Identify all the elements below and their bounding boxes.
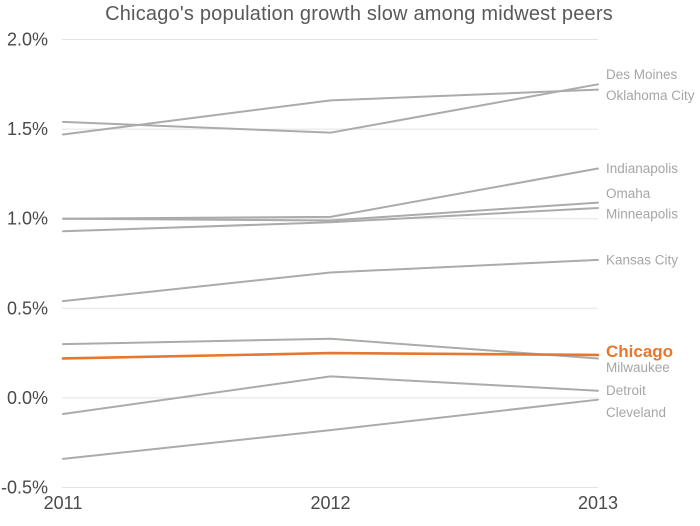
- y-tick-label: 1.0%: [7, 209, 48, 229]
- series-label-cleveland: Cleveland: [606, 405, 666, 420]
- y-tick-label: -0.5%: [1, 478, 48, 498]
- series-line-milwaukee: [62, 337, 599, 360]
- series-label-minneapolis: Minneapolis: [606, 206, 678, 221]
- series-label-indianapolis: Indianapolis: [606, 161, 678, 176]
- series-label-omaha: Omaha: [606, 186, 651, 201]
- y-tick-label: 1.5%: [7, 119, 48, 139]
- x-tick-label: 2012: [310, 493, 350, 513]
- y-tick-label: 0.5%: [7, 298, 48, 318]
- x-tick-label: 2011: [44, 493, 83, 513]
- chart-title: Chicago's population growth slow among m…: [105, 3, 613, 25]
- series-line-detroit: [62, 375, 599, 416]
- series-label-oklahoma-city: Oklahoma City: [606, 88, 695, 103]
- series-line-oklahoma-city: [62, 88, 599, 136]
- series-label-chicago: Chicago: [606, 342, 673, 361]
- series-line-chicago: [61, 351, 600, 360]
- series-line-kansas-city: [62, 258, 599, 303]
- series-line-minneapolis: [62, 206, 599, 233]
- series-label-des-moines: Des Moines: [606, 67, 678, 82]
- x-tick-label: 2013: [578, 493, 618, 513]
- y-tick-label: 2.0%: [7, 30, 48, 50]
- series-line-des-moines: [62, 83, 599, 134]
- series-label-kansas-city: Kansas City: [606, 252, 678, 267]
- series-label-detroit: Detroit: [606, 383, 646, 398]
- series-line-omaha: [62, 201, 599, 222]
- y-tick-label: 0.0%: [7, 388, 48, 408]
- series-line-indianapolis: [62, 167, 599, 220]
- series-line-cleveland: [62, 398, 599, 460]
- series-label-milwaukee: Milwaukee: [606, 360, 670, 375]
